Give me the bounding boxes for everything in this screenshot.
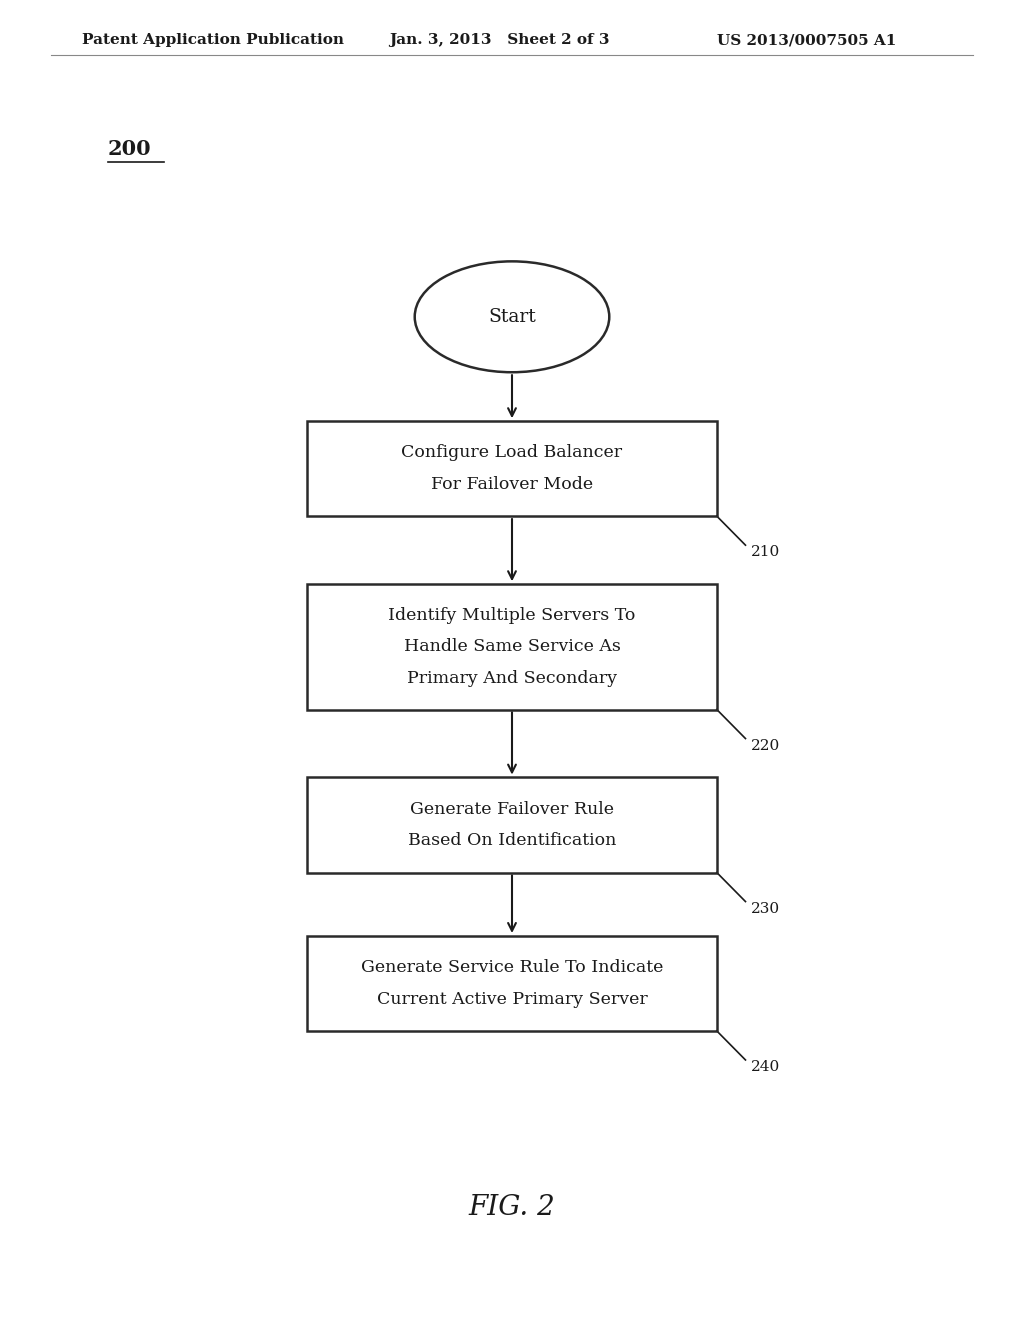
Text: Handle Same Service As: Handle Same Service As: [403, 639, 621, 655]
Text: Configure Load Balancer: Configure Load Balancer: [401, 445, 623, 461]
Text: Based On Identification: Based On Identification: [408, 833, 616, 849]
Text: FIG. 2: FIG. 2: [469, 1195, 555, 1221]
Text: 240: 240: [751, 1060, 780, 1074]
Text: Primary And Secondary: Primary And Secondary: [407, 671, 617, 686]
Text: Current Active Primary Server: Current Active Primary Server: [377, 991, 647, 1007]
Text: 230: 230: [751, 902, 779, 916]
Text: Generate Service Rule To Indicate: Generate Service Rule To Indicate: [360, 960, 664, 975]
Text: Patent Application Publication: Patent Application Publication: [82, 33, 344, 48]
Text: US 2013/0007505 A1: US 2013/0007505 A1: [717, 33, 896, 48]
Text: 210: 210: [751, 545, 780, 560]
Text: Generate Failover Rule: Generate Failover Rule: [410, 801, 614, 817]
Text: 200: 200: [108, 139, 152, 158]
Text: For Failover Mode: For Failover Mode: [431, 477, 593, 492]
Text: Identify Multiple Servers To: Identify Multiple Servers To: [388, 607, 636, 623]
Text: Jan. 3, 2013   Sheet 2 of 3: Jan. 3, 2013 Sheet 2 of 3: [389, 33, 609, 48]
Text: Start: Start: [488, 308, 536, 326]
Text: 220: 220: [751, 739, 780, 752]
